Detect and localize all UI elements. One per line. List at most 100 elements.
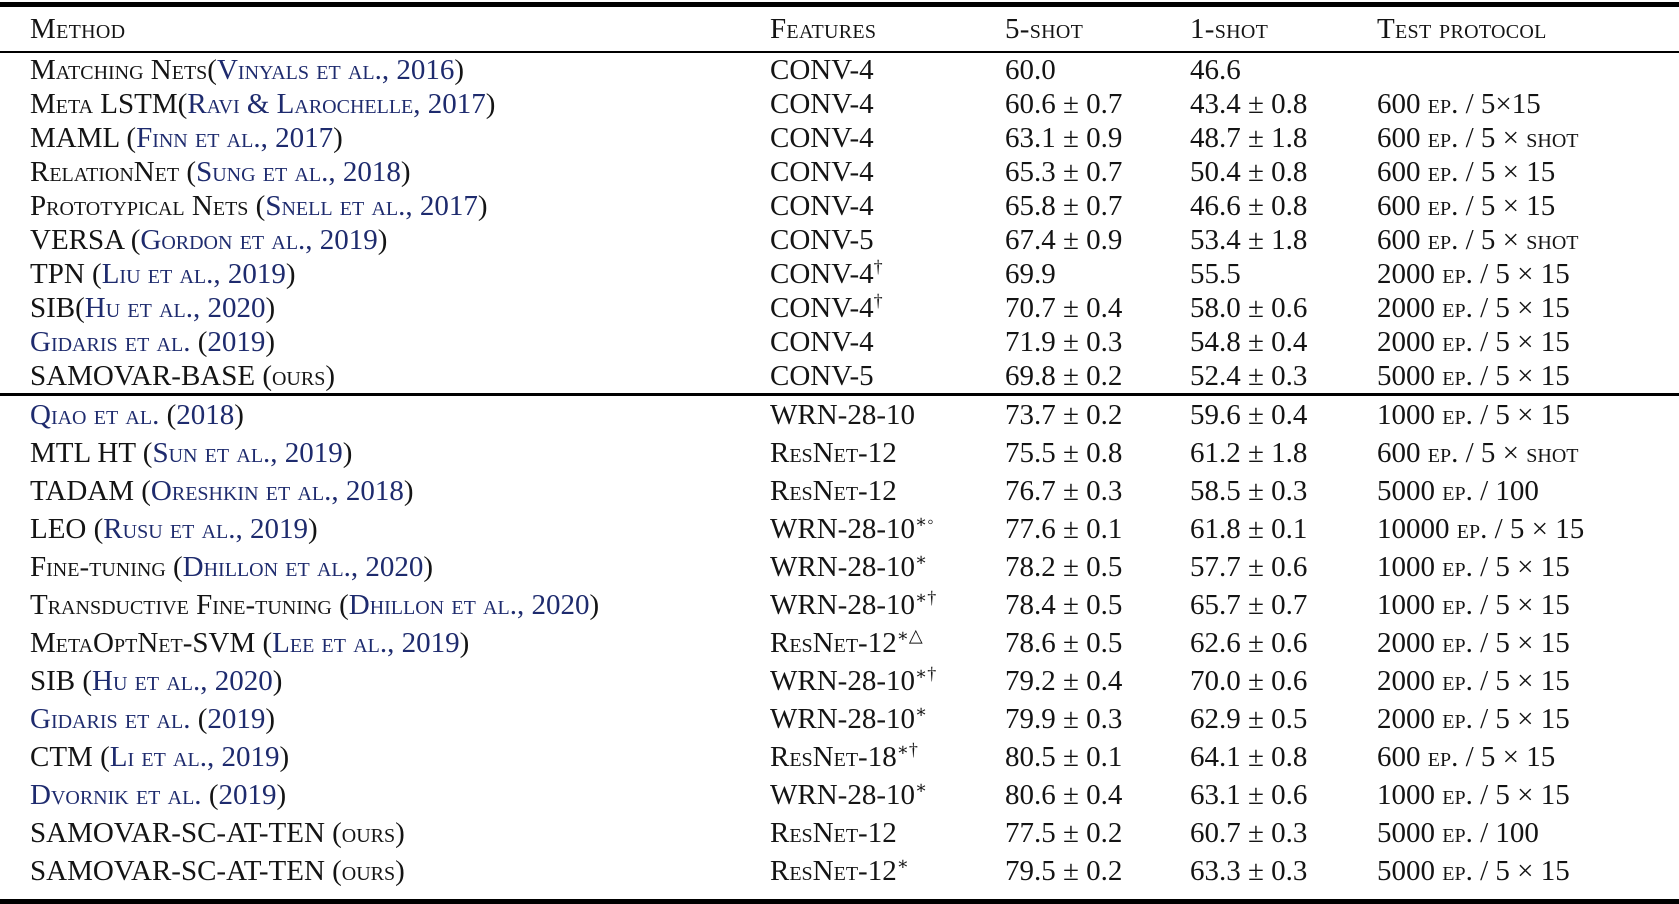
method-name: Prototypical Nets ( (30, 189, 266, 222)
method-name: ) (377, 223, 388, 256)
citation-link[interactable]: Oreshkin et al., 2018 (150, 474, 404, 507)
method-cell: SAMOVAR-SC-AT-TEN (ours) (30, 818, 770, 848)
backbone-superscript-marker: ∗△ (896, 624, 923, 645)
five-shot-value: 76.7 ± 0.3 (1005, 474, 1123, 507)
table-row: Meta LSTM(Ravi & Larochelle, 2017) CONV-4… (0, 87, 1679, 121)
features-cell: WRN-28-10∗ (770, 778, 1005, 810)
method-name: VERSA ( (30, 223, 141, 256)
five-shot-value: 65.8 ± 0.7 (1005, 189, 1123, 222)
method-name: ) (279, 740, 290, 773)
citation-link[interactable]: Hu et al., 2020 (84, 291, 266, 324)
citation-link[interactable]: Ravi & Larochelle, 2017 (187, 87, 486, 120)
citation-link[interactable]: Dhillon et al., 2020 (348, 588, 590, 621)
method-cell: CTM (Li et al., 2019) (30, 740, 770, 773)
citation-link[interactable]: Vinyals et al., 2016 (216, 53, 455, 86)
backbone-name: CONV-5 (770, 359, 874, 392)
one-shot-value: 46.6 (1190, 53, 1241, 86)
features-cell: CONV-4 (770, 55, 1005, 85)
citation-link[interactable]: 2019 (207, 702, 266, 735)
five-shot-value: 79.9 ± 0.3 (1005, 702, 1123, 735)
one-shot-value: 62.6 ± 0.6 (1190, 626, 1308, 659)
citation-link[interactable]: Finn et al., 2017 (136, 121, 334, 154)
backbone-name: WRN-28-10 (770, 664, 915, 697)
citation-link[interactable]: Gidaris et al. (30, 702, 191, 735)
features-cell: CONV-4 (770, 121, 1005, 154)
table-header-row: Method Features 5-shot 1-shot Test proto… (0, 7, 1679, 53)
five-shot-value: 73.7 ± 0.2 (1005, 398, 1123, 431)
one-shot-value: 58.5 ± 0.3 (1190, 474, 1308, 507)
test-protocol-value: 1000 ep. / 5 × 15 (1377, 588, 1570, 621)
method-name: ) (400, 155, 411, 188)
method-name: TADAM ( (30, 474, 151, 507)
test-protocol-value: 2000 ep. / 5 × 15 (1377, 325, 1570, 358)
test-protocol-value: 600 ep. / 5 × shot (1377, 121, 1579, 154)
one-shot-value: 54.8 ± 0.4 (1190, 325, 1308, 358)
backbone-name: CONV-4 (770, 121, 874, 154)
method-cell: Qiao et al. (2018) (30, 398, 770, 431)
citation-link[interactable]: Sung et al., 2018 (196, 155, 401, 188)
features-cell: CONV-4† (770, 291, 1005, 323)
method-name: ) (454, 53, 465, 86)
features-cell: CONV-4 (770, 327, 1005, 357)
citation-link[interactable]: Rusu et al., 2019 (103, 512, 308, 545)
method-name: Fine-tuning ( (30, 550, 183, 583)
table-row: Fine-tuning (Dhillon et al., 2020) WRN-28… (0, 548, 1679, 586)
citation-link[interactable]: Lee et al., 2019 (272, 626, 460, 659)
one-shot-value: 62.9 ± 0.5 (1190, 702, 1308, 735)
five-shot-value: 60.0 (1005, 53, 1056, 86)
five-shot-value: 69.8 ± 0.2 (1005, 359, 1123, 392)
backbone-superscript-marker: † (873, 289, 883, 310)
citation-link[interactable]: Dvornik et al. (30, 778, 202, 811)
test-protocol-value: 5000 ep. / 5 × 15 (1377, 359, 1570, 392)
citation-link[interactable]: Gordon et al., 2019 (140, 223, 378, 256)
one-shot-value: 64.1 ± 0.8 (1190, 740, 1308, 773)
method-name: ( (190, 702, 208, 735)
method-name: ) (589, 588, 600, 621)
five-shot-value: 80.6 ± 0.4 (1005, 778, 1123, 811)
citation-link[interactable]: Snell et al., 2017 (265, 189, 478, 222)
citation-link[interactable]: Li et al., 2019 (109, 740, 280, 773)
one-shot-value: 43.4 ± 0.8 (1190, 87, 1308, 120)
features-cell: ResNet-12 (770, 476, 1005, 506)
citation-link[interactable]: 2019 (207, 325, 266, 358)
citation-link[interactable]: Gidaris et al. (30, 325, 191, 358)
one-shot-value: 52.4 ± 0.3 (1190, 359, 1308, 392)
citation-link[interactable]: Liu et al., 2019 (101, 257, 286, 290)
test-protocol-value: 1000 ep. / 5 × 15 (1377, 778, 1570, 811)
features-cell: WRN-28-10∗ (770, 550, 1005, 582)
backbone-name: ResNet-18 (770, 740, 897, 773)
citation-link[interactable]: Qiao et al. (30, 398, 160, 431)
backbone-name: ResNet-12 (770, 854, 897, 887)
five-shot-value: 60.6 ± 0.7 (1005, 87, 1123, 120)
method-name: ) (333, 121, 343, 154)
method-name: ) (265, 702, 276, 735)
backbone-name: WRN-28-10 (770, 398, 915, 431)
one-shot-value: 61.2 ± 1.8 (1190, 436, 1308, 469)
five-shot-value: 70.7 ± 0.4 (1005, 291, 1123, 324)
method-name: SIB( (30, 291, 85, 324)
test-protocol-value: 600 ep. / 5 × 15 (1377, 155, 1556, 188)
method-name: ) (307, 512, 318, 545)
backbone-name: WRN-28-10 (770, 588, 915, 621)
features-cell: ResNet-12 (770, 818, 1005, 848)
table-row: SAMOVAR-BASE (ours) CONV-5 69.8 ± 0.2 52.4 … (0, 359, 1679, 393)
five-shot-value: 63.1 ± 0.9 (1005, 121, 1123, 154)
backbone-superscript-marker: ∗ (914, 548, 928, 569)
citation-link[interactable]: 2019 (218, 778, 277, 811)
method-name: ( (201, 778, 219, 811)
five-shot-value: 80.5 ± 0.1 (1005, 740, 1123, 773)
method-name: SAMOVAR-BASE (ours) (30, 359, 335, 392)
backbone-name: ResNet-12 (770, 436, 897, 469)
one-shot-value: 48.7 ± 1.8 (1190, 121, 1308, 154)
table-section-deep-backbones: Qiao et al. (2018) WRN-28-10 73.7 ± 0.2 59.… (0, 393, 1679, 890)
citation-link[interactable]: Sun et al., 2019 (152, 436, 343, 469)
citation-link[interactable]: Dhillon et al., 2020 (182, 550, 424, 583)
test-protocol-value: 1000 ep. / 5 × 15 (1377, 550, 1570, 583)
five-shot-value: 67.4 ± 0.9 (1005, 223, 1123, 256)
citation-link[interactable]: 2018 (176, 398, 235, 431)
features-cell: WRN-28-10∗ (770, 702, 1005, 734)
table-row: LEO (Rusu et al., 2019) WRN-28-10∗◦ 77.6 ±… (0, 510, 1679, 548)
test-protocol-value: 600 ep. / 5 × 15 (1377, 740, 1556, 773)
citation-link[interactable]: Hu et al., 2020 (92, 664, 273, 697)
